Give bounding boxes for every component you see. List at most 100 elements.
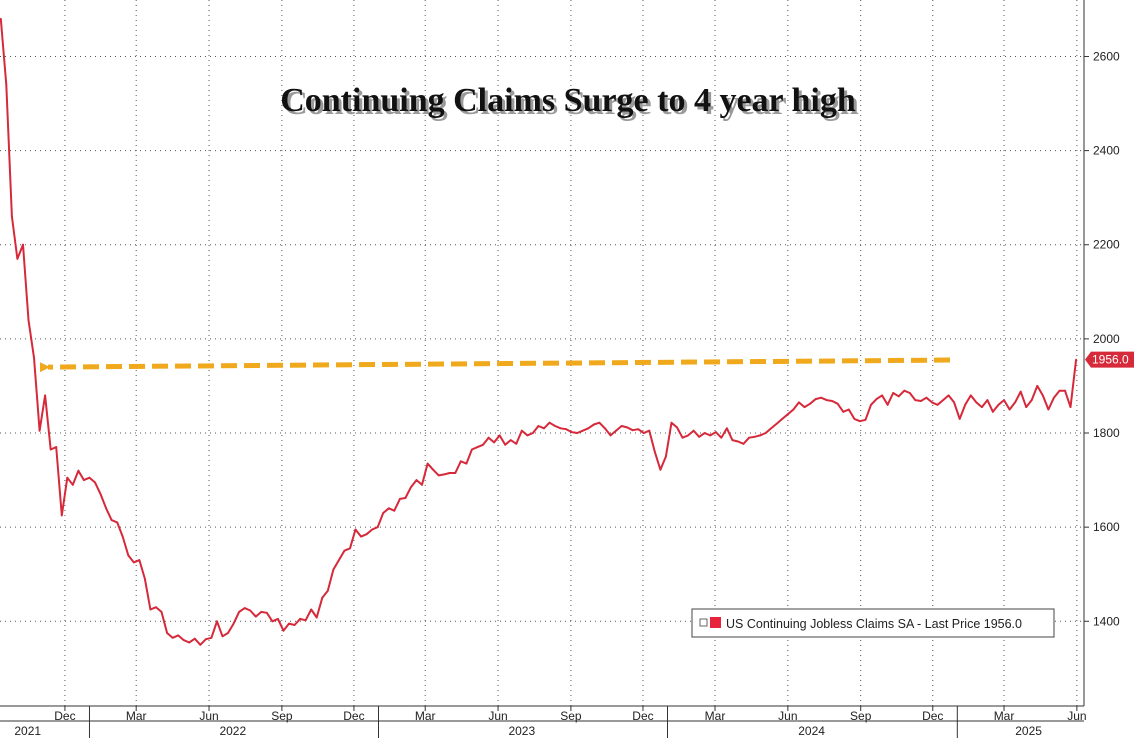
data-point-72	[399, 498, 401, 500]
data-point-27	[149, 608, 152, 611]
x-tick-label-10: Jun	[778, 709, 797, 723]
data-point-34	[188, 641, 191, 644]
data-point-80	[443, 473, 446, 476]
data-point-53	[293, 624, 296, 626]
data-point-138	[764, 432, 767, 434]
data-point-25	[138, 559, 141, 561]
year-label-2023: 2023	[508, 724, 535, 738]
data-point-79	[437, 474, 440, 477]
data-point-92	[509, 439, 512, 441]
data-point-103	[570, 431, 573, 433]
data-point-171	[947, 394, 950, 397]
data-point-116	[642, 432, 645, 434]
data-point-33	[182, 639, 185, 641]
data-point-178	[986, 399, 989, 401]
data-point-153	[847, 408, 850, 411]
data-point-162	[897, 395, 900, 398]
legend-swatch-icon	[710, 617, 721, 628]
data-point-74	[410, 486, 412, 488]
year-labels: 2021 2022 2023 2024 2025	[14, 706, 1042, 738]
data-point-15	[83, 479, 85, 481]
data-point-40	[221, 635, 224, 638]
data-point-94	[520, 429, 523, 432]
data-point-59	[326, 589, 329, 592]
data-point-185	[1025, 406, 1028, 408]
data-point-29	[160, 611, 163, 613]
x-tick-label-7: Sep	[560, 709, 582, 723]
data-point-125	[692, 429, 695, 432]
data-point-64	[354, 528, 357, 531]
data-point-129	[714, 431, 717, 433]
data-point-100	[554, 425, 556, 427]
data-point-31	[171, 636, 174, 639]
data-point-73	[404, 497, 407, 499]
data-point-47	[260, 611, 263, 613]
data-point-141	[781, 418, 784, 420]
data-point-6	[33, 356, 35, 359]
last-price-tag-text: 1956.0	[1092, 353, 1129, 367]
data-point-41	[227, 632, 229, 634]
legend: US Continuing Jobless Claims SA - Last P…	[691, 608, 1055, 638]
data-point-28	[155, 606, 157, 609]
data-point-16	[88, 476, 91, 479]
data-point-99	[548, 421, 551, 424]
data-point-38	[210, 636, 213, 639]
legend-toggle-icon[interactable]	[699, 618, 708, 627]
data-point-160	[886, 403, 889, 406]
data-point-51	[282, 629, 285, 632]
data-point-179	[992, 410, 994, 413]
data-point-44	[243, 607, 246, 609]
data-point-117	[648, 429, 651, 432]
data-point-32	[177, 634, 180, 637]
data-point-104	[576, 432, 579, 434]
data-point-127	[703, 432, 706, 434]
data-point-65	[360, 535, 362, 538]
data-point-121	[670, 421, 673, 424]
data-point-91	[504, 443, 507, 446]
data-point-133	[737, 440, 739, 443]
data-point-172	[953, 401, 955, 404]
data-point-87	[482, 443, 484, 446]
data-point-189	[1047, 408, 1050, 411]
data-point-21	[116, 521, 119, 524]
data-point-150	[831, 400, 834, 402]
y-tick-label-1400: 1400	[1093, 614, 1120, 628]
data-point-135	[748, 436, 750, 439]
data-point-48	[265, 611, 268, 614]
data-point-176	[975, 401, 978, 404]
data-point-124	[687, 434, 689, 437]
data-point-14	[77, 469, 80, 472]
data-point-151	[836, 402, 839, 405]
y-tick-label-2000: 2000	[1093, 332, 1120, 346]
chart-title: Continuing Claims Surge to 4 year high C…	[280, 82, 859, 122]
data-point-180	[997, 403, 1000, 406]
data-point-148	[820, 396, 822, 399]
data-point-106	[587, 427, 590, 430]
data-point-37	[205, 638, 207, 641]
data-point-4	[22, 243, 24, 246]
data-point-60	[332, 568, 335, 571]
y-tick-label-1800: 1800	[1093, 426, 1120, 440]
last-price-tag-shape	[1085, 351, 1134, 368]
data-point-118	[653, 450, 656, 453]
data-point-55	[304, 619, 307, 622]
data-point-7	[38, 429, 41, 432]
data-point-93	[515, 442, 518, 445]
y-tick-label-2600: 2600	[1093, 49, 1120, 63]
legend-text: US Continuing Jobless Claims SA - Last P…	[726, 617, 1022, 631]
data-point-159	[881, 394, 883, 397]
data-point-68	[376, 526, 379, 528]
data-point-154	[853, 418, 856, 420]
data-point-174	[964, 403, 967, 406]
data-point-130	[720, 436, 723, 439]
data-point-36	[199, 643, 202, 646]
data-point-5	[27, 319, 30, 321]
data-point-11	[60, 514, 63, 517]
data-point-119	[659, 468, 662, 471]
data-point-70	[387, 507, 390, 510]
data-point-86	[476, 446, 479, 448]
data-point-120	[665, 455, 667, 458]
data-point-161	[892, 392, 895, 394]
data-point-13	[71, 483, 74, 486]
data-point-140	[775, 422, 778, 425]
